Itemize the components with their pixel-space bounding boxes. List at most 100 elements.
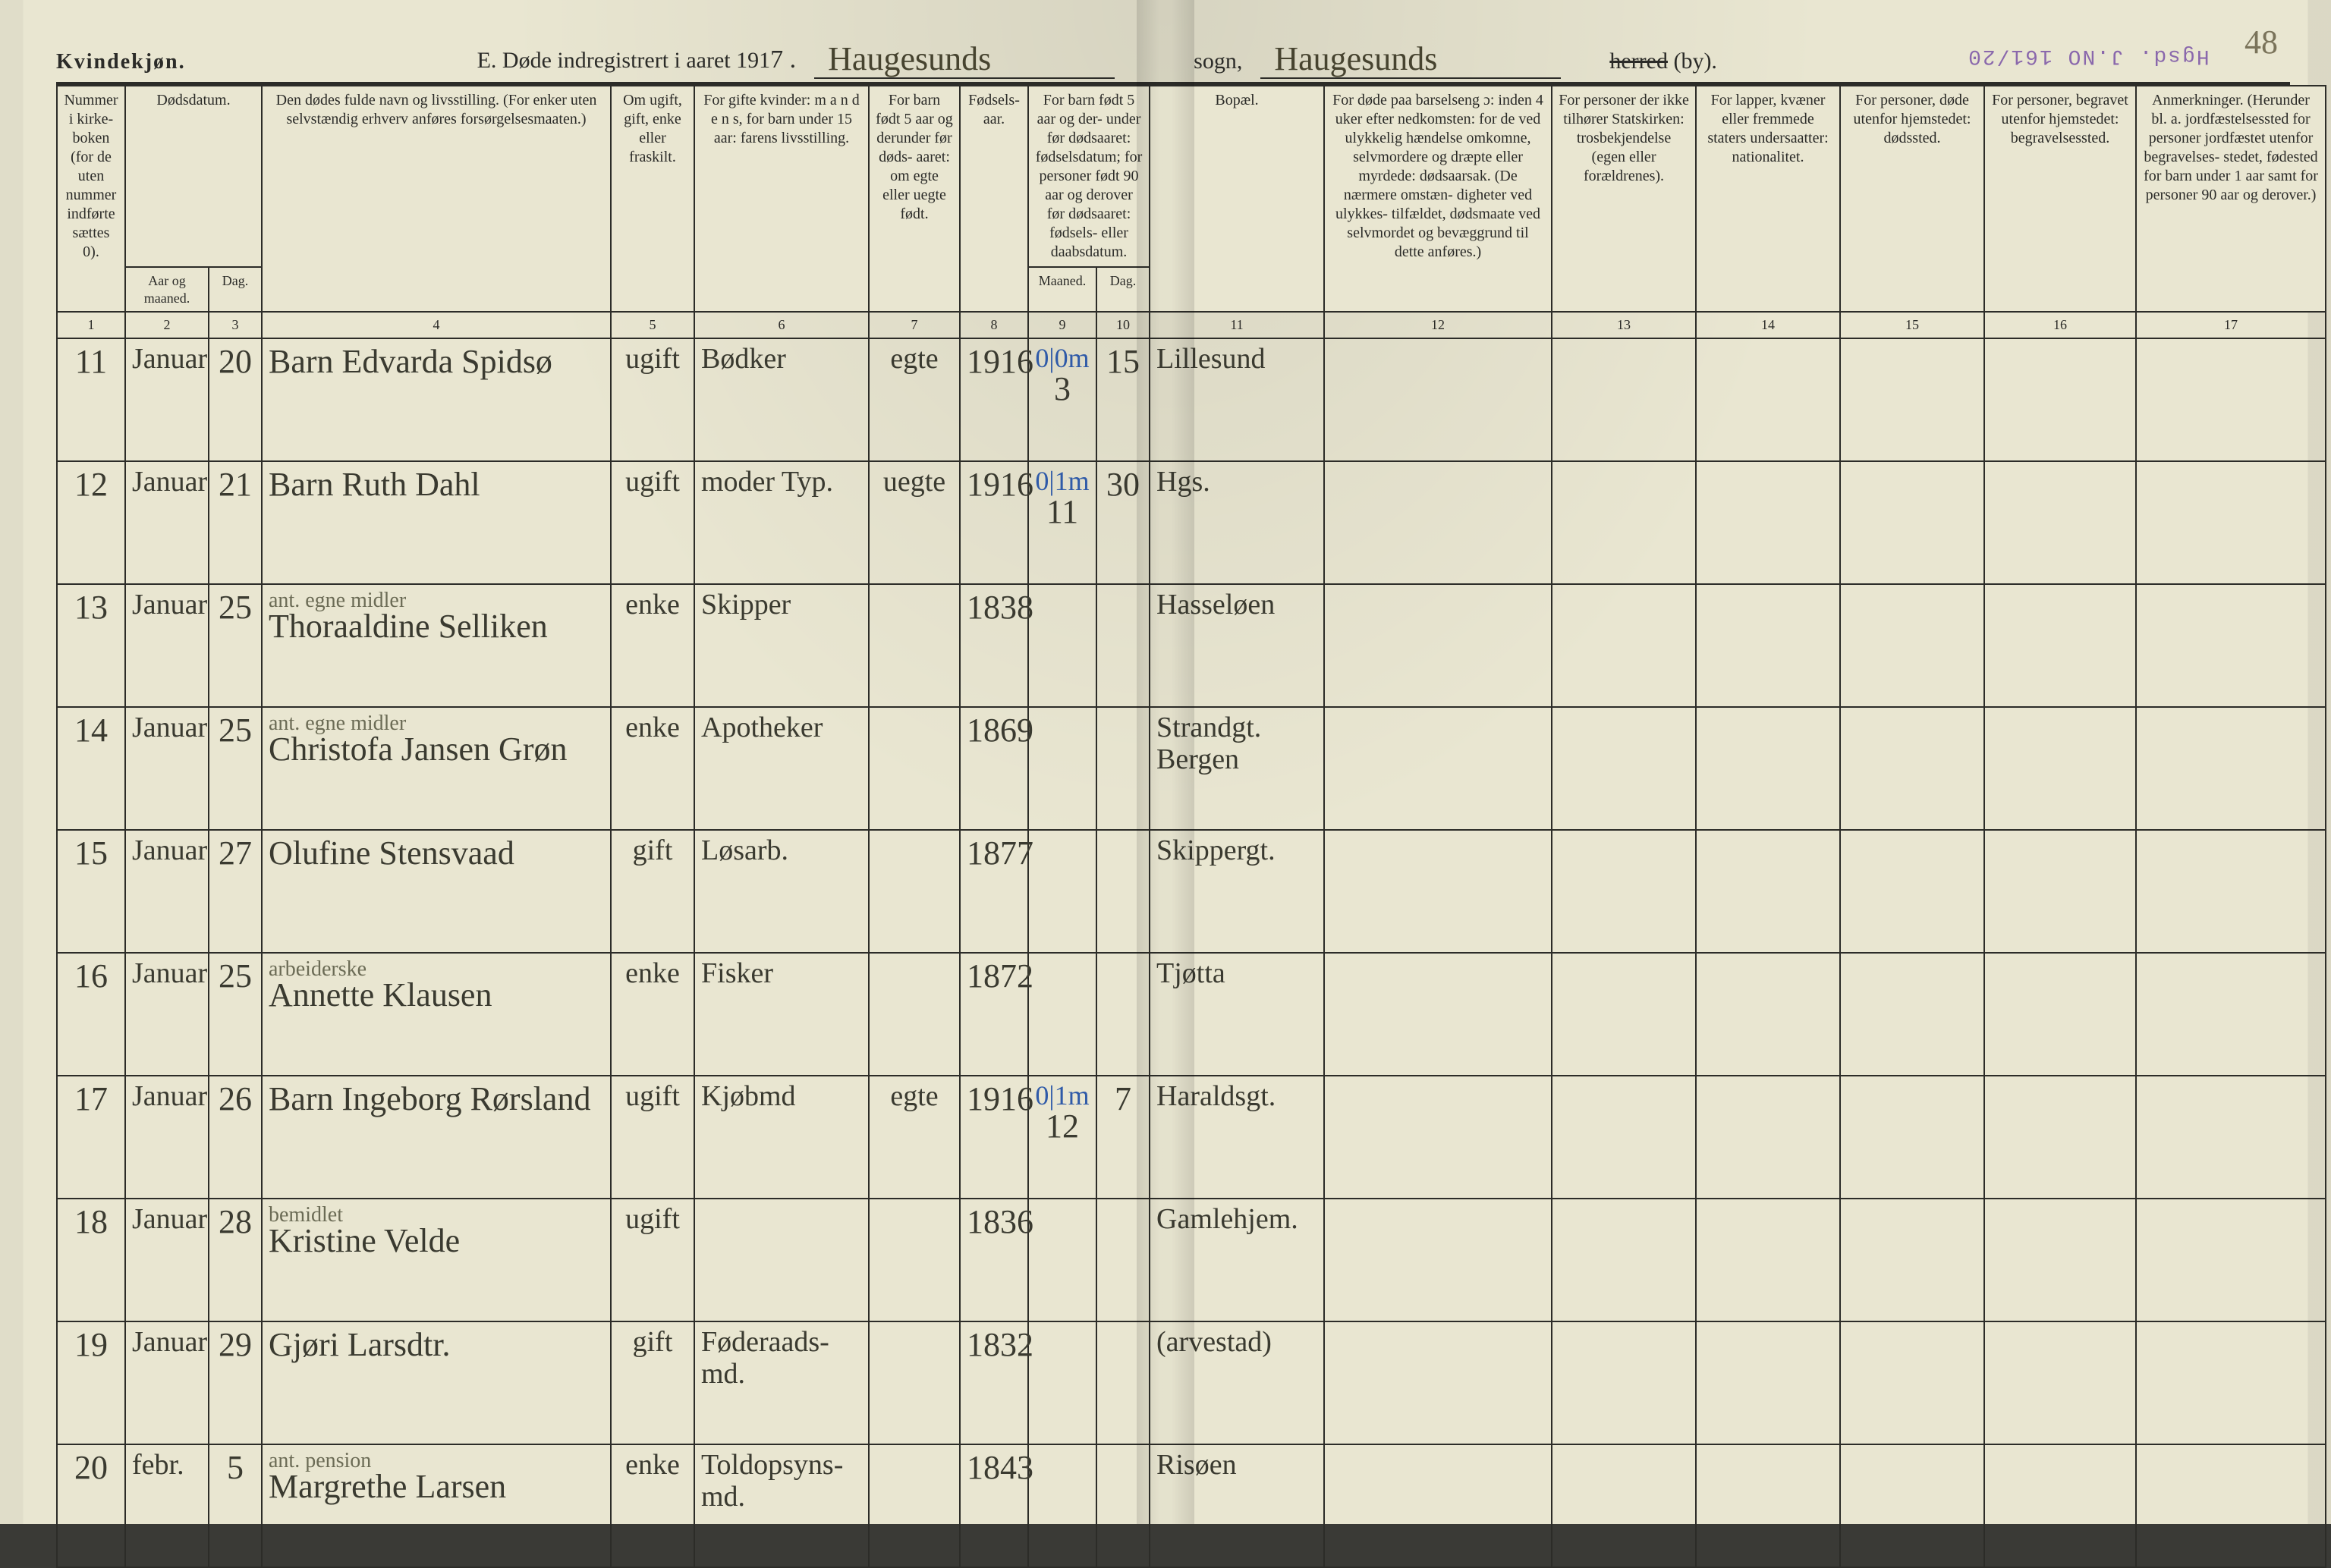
cell: 1877 xyxy=(960,830,1028,953)
archive-stamp: Hgsd. J.NO 161/20 xyxy=(1967,44,2210,68)
cell: enke xyxy=(611,953,694,1076)
cell xyxy=(1984,584,2136,707)
cell xyxy=(1096,1444,1150,1567)
cell: 1916 xyxy=(960,1076,1028,1199)
cell: 1916 xyxy=(960,338,1028,461)
cell xyxy=(1028,1321,1096,1444)
cell: Januar xyxy=(125,338,209,461)
cell: Januar xyxy=(125,830,209,953)
cell xyxy=(2136,830,2326,953)
cell: ugift xyxy=(611,338,694,461)
header-line: Kvindekjøn. E. Døde indregistrert i aare… xyxy=(56,38,2290,74)
colnum: 10 xyxy=(1096,312,1150,338)
cell: 25 xyxy=(209,584,262,707)
cell xyxy=(869,1444,960,1567)
cell: 29 xyxy=(209,1321,262,1444)
cell: 1836 xyxy=(960,1199,1028,1321)
page-folio-number: 48 xyxy=(2244,23,2278,61)
cell: gift xyxy=(611,1321,694,1444)
cell xyxy=(2136,1199,2326,1321)
cell xyxy=(1552,953,1696,1076)
cell xyxy=(1696,584,1840,707)
cell xyxy=(1324,584,1552,707)
col-17-header: Anmerkninger. (Herunder bl. a. jordfæste… xyxy=(2136,86,2326,312)
cell: Apotheker xyxy=(694,707,869,830)
table-row: 18Januar28bemidletKristine Veldeugift183… xyxy=(57,1199,2326,1321)
cell: Fisker xyxy=(694,953,869,1076)
cell: 17 xyxy=(57,1076,125,1199)
col-1-header: Nummer i kirke- boken (for de uten numme… xyxy=(57,86,125,312)
cell: 1872 xyxy=(960,953,1028,1076)
cell xyxy=(1324,461,1552,584)
cell xyxy=(1028,953,1096,1076)
cell xyxy=(2136,1321,2326,1444)
cell xyxy=(694,1199,869,1321)
table-row: 19Januar29Gjøri Larsdtr.giftFøderaads-md… xyxy=(57,1321,2326,1444)
cell: 21 xyxy=(209,461,262,584)
cell: uegte xyxy=(869,461,960,584)
cell: 15 xyxy=(57,830,125,953)
herred-label-strike: herred xyxy=(1609,49,1668,74)
cell xyxy=(1840,953,1984,1076)
cell: Olufine Stensvaad xyxy=(262,830,611,953)
cell: ant. egne midlerThoraaldine Selliken xyxy=(262,584,611,707)
cell: Barn Ingeborg Rørsland xyxy=(262,1076,611,1199)
cell: Bødker xyxy=(694,338,869,461)
cell: Barn Edvarda Spidsø xyxy=(262,338,611,461)
col-6-header: For gifte kvinder: m a n d e n s, for ba… xyxy=(694,86,869,312)
cell: enke xyxy=(611,1444,694,1567)
cell xyxy=(869,830,960,953)
cell: 20 xyxy=(209,338,262,461)
cell xyxy=(1840,707,1984,830)
cell xyxy=(869,584,960,707)
cell: Januar xyxy=(125,953,209,1076)
col-15-header: For personer, døde utenfor hjemstedet: d… xyxy=(1840,86,1984,312)
cell: 1916 xyxy=(960,461,1028,584)
cell: 0|1m11 xyxy=(1028,461,1096,584)
cell xyxy=(1324,1321,1552,1444)
cell xyxy=(1096,830,1150,953)
cell: 1843 xyxy=(960,1444,1028,1567)
col-9-subheader: Maaned. xyxy=(1028,267,1096,312)
col-8-header: Fødsels- aar. xyxy=(960,86,1028,312)
cell: egte xyxy=(869,1076,960,1199)
table-row: 11Januar20Barn Edvarda SpidsøugiftBødker… xyxy=(57,338,2326,461)
form-title-year: 7 . xyxy=(770,46,796,74)
cell xyxy=(1696,953,1840,1076)
gender-heading: Kvindekjøn. xyxy=(56,50,186,74)
cell: Januar xyxy=(125,1199,209,1321)
col-13-header: For personer der ikke tilhører Statskirk… xyxy=(1552,86,1696,312)
cell: 19 xyxy=(57,1321,125,1444)
cell: Januar xyxy=(125,1076,209,1199)
cell: ugift xyxy=(611,1199,694,1321)
cell: enke xyxy=(611,584,694,707)
col-4-header: Den dødes fulde navn og livsstilling. (F… xyxy=(262,86,611,312)
herred-value: Haugesunds xyxy=(1260,42,1561,79)
cell xyxy=(2136,707,2326,830)
cell: Føderaads-md. xyxy=(694,1321,869,1444)
cell: Gjøri Larsdtr. xyxy=(262,1321,611,1444)
cell xyxy=(1696,707,1840,830)
cell: 20 xyxy=(57,1444,125,1567)
cell: Tjøtta xyxy=(1150,953,1324,1076)
cell xyxy=(869,707,960,830)
cell xyxy=(1324,1444,1552,1567)
cell xyxy=(1696,1321,1840,1444)
cell: 27 xyxy=(209,830,262,953)
cell: 25 xyxy=(209,953,262,1076)
colnum: 17 xyxy=(2136,312,2326,338)
cell xyxy=(1324,1076,1552,1199)
cell xyxy=(1840,1444,1984,1567)
cell xyxy=(1984,1076,2136,1199)
table-row: 17Januar26Barn Ingeborg RørslandugiftKjø… xyxy=(57,1076,2326,1199)
cell xyxy=(1840,830,1984,953)
cell xyxy=(869,953,960,1076)
cell: 1838 xyxy=(960,584,1028,707)
cell xyxy=(1096,707,1150,830)
cell xyxy=(869,1321,960,1444)
cell xyxy=(1696,1076,1840,1199)
cell: Skipper xyxy=(694,584,869,707)
cell xyxy=(1840,338,1984,461)
herred-label: herred (by). xyxy=(1609,49,1717,74)
cell xyxy=(1096,584,1150,707)
